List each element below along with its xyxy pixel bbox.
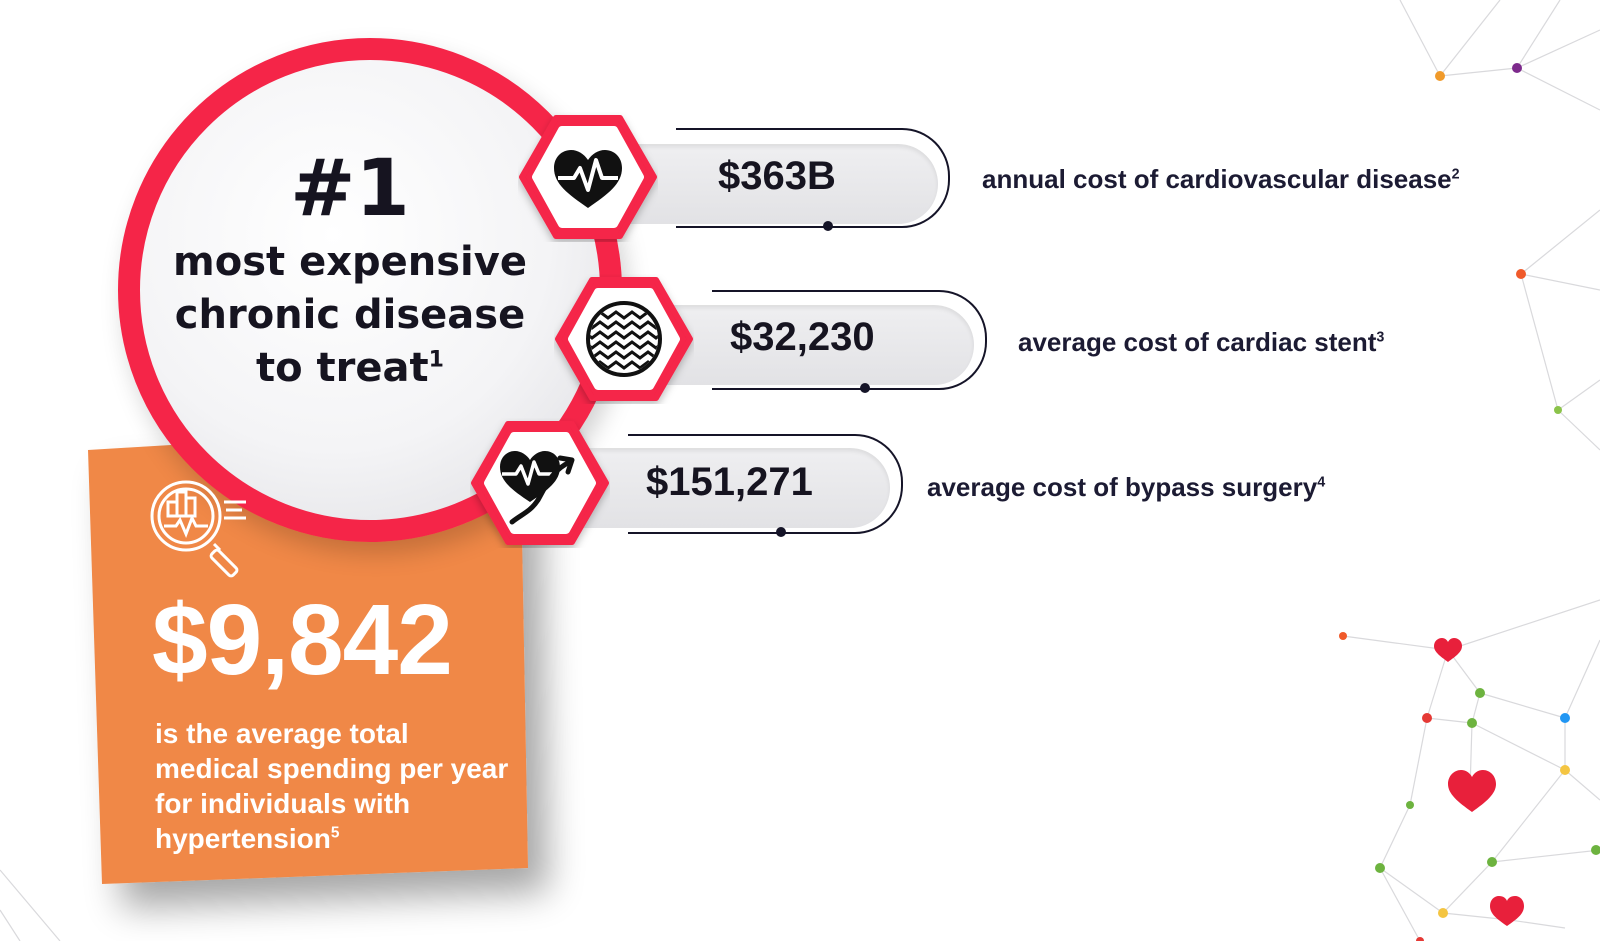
hero-text: #1 most expensive chronic disease to tre…	[140, 148, 560, 395]
heart-pulse-icon	[519, 115, 657, 239]
stat-label-text: average cost of cardiac stent	[1018, 327, 1377, 357]
stat-label-1: annual cost of cardiovascular disease2	[982, 163, 1460, 195]
footnote-marker: 1	[428, 347, 444, 373]
chart-magnifier-icon	[150, 480, 246, 578]
hero-description-text: to treat	[256, 345, 429, 391]
stat-dot-1	[823, 221, 833, 231]
footnote-marker: 3	[1376, 329, 1385, 346]
hero-description-line: chronic disease	[174, 292, 526, 338]
hero-description-line: to treat1	[140, 342, 560, 395]
stat-value-2: $32,230	[730, 315, 875, 359]
stat-frame-2	[712, 290, 987, 390]
stat-frame-1	[676, 128, 950, 228]
spending-amount: $9,842	[152, 584, 453, 696]
footnote-marker: 4	[1317, 474, 1326, 491]
stat-label-text: annual cost of cardiovascular disease	[982, 164, 1452, 194]
stat-label-text: average cost of bypass surgery	[927, 472, 1318, 502]
stent-mesh-icon	[555, 277, 693, 401]
stat-dot-3	[776, 527, 786, 537]
footnote-marker: 5	[330, 824, 340, 842]
stat-label-3: average cost of bypass surgery4	[927, 471, 1325, 503]
hero-rank: #1	[290, 144, 410, 234]
stat-value-1: $363B	[718, 154, 836, 198]
hero-description-line: most expensive	[173, 239, 527, 285]
heart-bypass-icon	[471, 421, 609, 545]
stat-dot-2	[860, 383, 870, 393]
stat-value-3: $151,271	[646, 460, 813, 504]
hero-description: most expensive chronic disease to treat1	[140, 236, 560, 395]
footnote-marker: 2	[1451, 166, 1460, 183]
spending-description: is the average total medical spending pe…	[155, 716, 515, 856]
stat-frame-3	[628, 434, 903, 534]
stat-label-2: average cost of cardiac stent3	[1018, 326, 1384, 358]
spending-description-text: is the average total medical spending pe…	[155, 718, 509, 854]
